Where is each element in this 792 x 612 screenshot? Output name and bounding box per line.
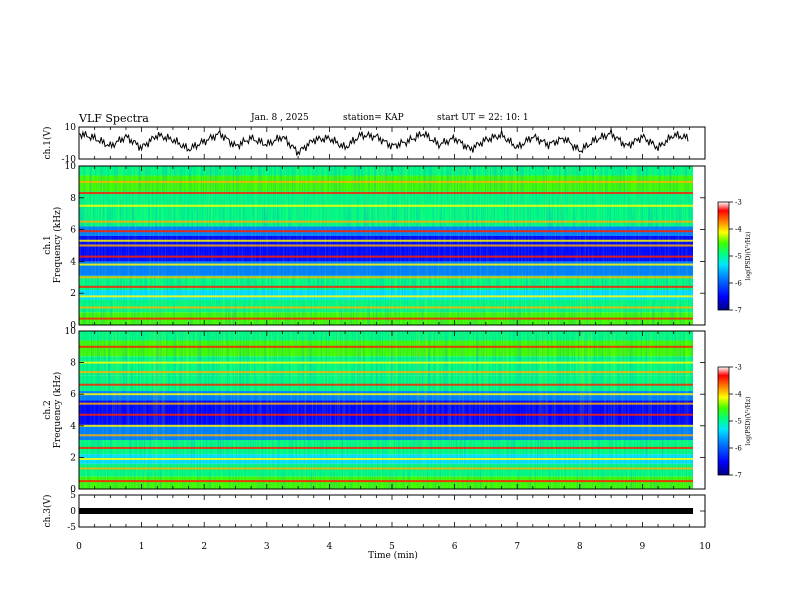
ch3-axis-title: ch.3(V)	[42, 495, 53, 528]
station-label: station= KAP	[343, 113, 404, 123]
spectral-band	[79, 402, 693, 405]
colorbar-label: log(PSD)(V²/Hz)	[745, 397, 752, 446]
colorbar-tick-label: -5	[735, 253, 742, 261]
spectral-band	[79, 361, 693, 364]
x-tick-label: 9	[640, 542, 646, 552]
ch1-freq-tick-label: 2	[70, 289, 76, 299]
date-label: Jan. 8 , 2025	[251, 113, 309, 123]
colorbar-tick-label: -4	[735, 226, 742, 234]
colorbar-tick-label: -7	[735, 472, 742, 480]
spectral-band	[79, 413, 693, 416]
spectral-band	[79, 244, 693, 247]
ch1-freq-tick-label: 0	[70, 321, 76, 331]
spectral-band	[79, 276, 693, 279]
ch2-freq-tick-label: 0	[70, 485, 76, 495]
chart-title: VLF Spectra	[79, 112, 149, 125]
start-ut-label: start UT = 22: 10: 1	[437, 113, 529, 123]
spectral-band	[79, 239, 693, 242]
ch1-waveform-panel	[78, 126, 706, 160]
ch1-frequency-axis-title: Frequency (kHz)	[52, 207, 63, 284]
colorbar-tick-label: -7	[735, 307, 742, 315]
spectral-band	[79, 230, 693, 233]
x-tick-label: 4	[327, 542, 333, 552]
ch2-freq-tick-label: 8	[70, 359, 76, 369]
ch2-freq-tick-label: 2	[70, 453, 76, 463]
colorbar-ticks: -3 -4 -5 -6 -7 log(PSD)(V²/Hz) -3 -4 -5 -6 -7 log(P…	[729, 199, 752, 480]
ch3-y-tick-label: 0	[70, 507, 76, 517]
x-tick-label: 8	[577, 542, 583, 552]
x-tick-label: 2	[201, 542, 207, 552]
ch1-spectrogram-image	[79, 166, 705, 325]
ch1-freq-tick-label: 6	[70, 226, 76, 236]
ch3-waveform-line	[79, 508, 693, 514]
spectral-band	[79, 446, 693, 449]
colorbar-tick-label: -6	[735, 280, 742, 288]
ch1-freq-tick-label: 8	[70, 194, 76, 204]
spectral-band	[79, 434, 693, 437]
ch2-frequency-axis-title: Frequency (kHz)	[52, 372, 63, 449]
ch2-colorbar	[717, 366, 730, 476]
x-axis-label: Time (min)	[368, 550, 418, 561]
spectral-band	[79, 306, 693, 309]
colorbar-tick-label: -3	[735, 199, 742, 207]
x-tick-label: 3	[264, 542, 270, 552]
ch3-waveform-panel	[78, 494, 706, 528]
ch1-y-tick-label: -10	[62, 155, 77, 165]
x-tick-label: 0	[76, 542, 82, 552]
spectrogram-streaks	[79, 331, 705, 489]
spectral-band	[79, 180, 693, 183]
ch2-spectrogram-panel	[78, 330, 706, 490]
spectral-band	[79, 345, 693, 348]
x-tick-label: 1	[139, 542, 145, 552]
spectral-band	[79, 424, 693, 427]
spectral-band	[79, 371, 693, 374]
ch1-colorbar	[717, 201, 730, 311]
ch2-freq-tick-label: 10	[65, 327, 77, 337]
spectral-band	[79, 317, 693, 320]
spectral-band	[79, 204, 693, 207]
spectral-band	[79, 457, 693, 460]
spectral-band	[79, 263, 693, 266]
axis-ticks: 0 1 2 3 4 5 6 7 8 9 10	[76, 127, 711, 552]
ch3-y-tick-label: 5	[70, 491, 76, 501]
x-tick-label: 6	[452, 542, 458, 552]
x-tick-label: 5	[389, 542, 395, 552]
colorbar-tick-label: -5	[735, 418, 742, 426]
ch1-spectrogram-panel	[78, 165, 706, 326]
ch2-freq-tick-label: 6	[70, 390, 76, 400]
x-tick-label: 10	[699, 542, 711, 552]
ch2-spectrogram-image	[79, 331, 705, 489]
no-data-strip	[693, 331, 705, 489]
colorbar-tick-label: -4	[735, 391, 742, 399]
spectral-band	[79, 255, 693, 258]
spectral-band	[79, 383, 693, 386]
spectral-band	[79, 393, 693, 396]
ch1-waveform-line	[78, 129, 689, 156]
spectral-band	[79, 285, 693, 288]
colorbar-tick-label: -6	[735, 445, 742, 453]
ch2-spectrogram-title: ch.2	[43, 400, 53, 419]
colorbar-label: log(PSD)(V²/Hz)	[745, 232, 752, 281]
ch2-freq-tick-label: 4	[70, 422, 76, 432]
ch3-y-tick-label: -5	[67, 523, 76, 533]
spectral-band	[79, 467, 693, 470]
x-tick-label: 7	[514, 542, 520, 552]
ch1-y-tick-label: 10	[65, 123, 77, 133]
ch1-spectrogram-title: ch.1	[43, 235, 53, 254]
spectral-band	[79, 480, 693, 483]
spectral-band	[79, 295, 693, 298]
ch1-freq-tick-label: 4	[70, 257, 76, 267]
colorbar-tick-label: -3	[735, 364, 742, 372]
no-data-strip	[693, 166, 705, 325]
ch1-freq-tick-label: 10	[65, 162, 77, 172]
spectral-band	[79, 192, 693, 195]
spectral-band	[79, 220, 693, 223]
ch1-axis-title: ch.1(V)	[42, 127, 53, 160]
